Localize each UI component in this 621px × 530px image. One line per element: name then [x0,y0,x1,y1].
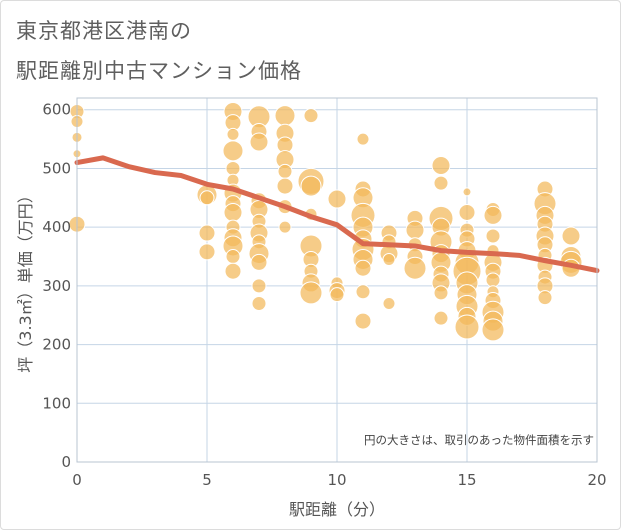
data-bubble [222,140,244,162]
x-tick-label: 10 [327,471,346,489]
data-bubble [300,175,322,197]
data-bubble [249,132,269,152]
data-bubble [251,295,267,311]
y-tick-label: 400 [42,218,71,236]
data-bubble [224,262,242,280]
data-bubble [198,243,216,261]
data-bubble [382,252,396,266]
x-tick-label: 15 [457,471,476,489]
data-bubble [485,272,501,288]
trend-line [74,155,600,274]
data-bubble [561,226,581,246]
data-bubble [458,203,476,221]
data-bubble [250,253,268,271]
data-bubble [403,256,427,280]
data-bubble [433,310,449,326]
data-bubble [433,285,449,301]
data-bubble [405,220,425,240]
data-bubble [276,177,294,195]
data-bubble [226,127,240,141]
data-bubble [327,189,347,209]
data-bubble [225,249,241,265]
data-bubble [299,281,323,305]
y-tick-label: 300 [42,277,71,295]
data-bubble [199,190,215,206]
data-bubble [485,228,501,244]
x-tick-label: 20 [587,471,606,489]
data-bubble [433,175,449,191]
x-axis-label: 駅距離（分） [289,500,385,519]
y-tick-label: 200 [42,336,71,354]
data-bubble [481,318,505,342]
y-tick-label: 500 [42,159,71,177]
chart-title-line-1: 東京都港区港南の [16,19,192,43]
data-bubble [223,202,243,222]
data-bubble [462,187,472,197]
data-bubble [483,205,503,225]
data-bubble [251,278,267,294]
data-bubble [278,220,292,234]
plot-border [76,97,598,463]
data-bubble [382,296,396,310]
x-tick-label: 5 [202,471,212,489]
data-bubble [354,312,372,330]
data-bubble [454,314,480,340]
chart-title-line-2: 駅距離別中古マンション価格 [16,59,302,83]
y-tick-label: 0 [61,453,71,471]
data-bubble [537,290,553,306]
data-bubble [355,284,371,300]
data-bubble [354,259,372,277]
y-axis-label: 坪（3.3㎡）単価（万円） [16,187,35,372]
data-bubble [329,287,345,303]
data-bubble [225,160,241,176]
size-annotation: 円の大きさは、取引のあった物件面積を示す [364,433,594,447]
data-bubble [198,224,216,242]
data-bubble [431,156,451,176]
data-bubble [277,163,293,179]
y-tick-label: 600 [42,101,71,119]
data-bubble [303,108,319,124]
data-bubble [356,132,370,146]
data-bubble [274,105,296,127]
y-tick-label: 100 [42,394,71,412]
x-tick-label: 0 [72,471,82,489]
